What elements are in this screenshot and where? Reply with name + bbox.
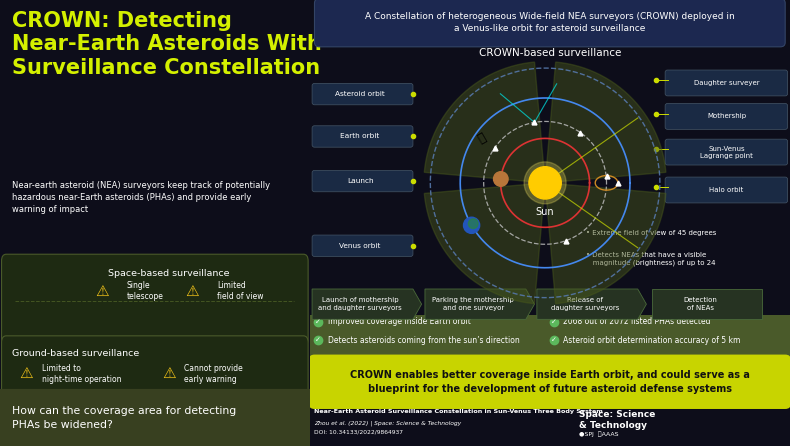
Text: ⚠: ⚠ <box>96 284 109 299</box>
FancyBboxPatch shape <box>2 336 308 427</box>
FancyBboxPatch shape <box>665 139 788 165</box>
Polygon shape <box>537 289 646 319</box>
Polygon shape <box>545 183 666 304</box>
Text: CROWN enables better coverage inside Earth orbit, and could serve as a
blueprint: CROWN enables better coverage inside Ear… <box>350 370 750 394</box>
Text: Halo orbit: Halo orbit <box>709 187 743 193</box>
FancyBboxPatch shape <box>314 0 785 47</box>
Text: ⚠: ⚠ <box>185 284 199 299</box>
Circle shape <box>468 219 478 228</box>
Text: Asteroid orbit: Asteroid orbit <box>335 91 385 97</box>
Text: Zhou et al. (2022) | Space: Science & Technology: Zhou et al. (2022) | Space: Science & Te… <box>314 420 461 425</box>
Text: ✓: ✓ <box>315 337 322 343</box>
Text: ✓: ✓ <box>315 318 322 325</box>
Text: ✓: ✓ <box>551 337 557 343</box>
Text: Improved coverage inside Earth orbit: Improved coverage inside Earth orbit <box>328 317 471 326</box>
Text: Single
telescope: Single telescope <box>127 281 164 301</box>
Text: Limited
field of view: Limited field of view <box>216 281 263 301</box>
Text: Launch of mothership
and daughter surveyors: Launch of mothership and daughter survey… <box>318 297 402 311</box>
Text: • Detects NEAs that have a visible
   magnitude (brightness) of up to 24: • Detects NEAs that have a visible magni… <box>586 252 716 266</box>
Text: Venus orbit: Venus orbit <box>340 243 381 249</box>
FancyBboxPatch shape <box>312 83 413 105</box>
Text: Space: Science
& Technology: Space: Science & Technology <box>578 410 655 429</box>
Text: Daughter surveyer: Daughter surveyer <box>694 80 759 86</box>
FancyBboxPatch shape <box>665 177 788 203</box>
Text: DOI: 10.34133/2022/9864937: DOI: 10.34133/2022/9864937 <box>314 430 404 435</box>
FancyBboxPatch shape <box>309 355 790 409</box>
Text: Detection
of NEAs: Detection of NEAs <box>683 297 717 311</box>
Text: Parking the mothership
and one surveyor: Parking the mothership and one surveyor <box>432 297 514 311</box>
Text: ✓: ✓ <box>551 318 557 325</box>
Polygon shape <box>424 62 545 183</box>
Text: Launch: Launch <box>347 178 374 184</box>
Text: CROWN-based surveillance: CROWN-based surveillance <box>479 48 621 58</box>
Text: Mothership: Mothership <box>707 113 747 120</box>
Text: CROWN: Detecting
Near-Earth Asteroids With
Surveillance Constellation: CROWN: Detecting Near-Earth Asteroids Wi… <box>13 11 322 78</box>
Text: ⚠: ⚠ <box>162 366 175 381</box>
FancyBboxPatch shape <box>665 70 788 96</box>
Text: Detects asteroids coming from the sun’s direction: Detects asteroids coming from the sun’s … <box>328 336 520 345</box>
Text: ⚠: ⚠ <box>20 366 33 381</box>
Text: Cannot provide
early warning: Cannot provide early warning <box>184 363 243 384</box>
Polygon shape <box>312 289 422 319</box>
FancyBboxPatch shape <box>2 254 308 346</box>
Text: Sun: Sun <box>536 207 555 217</box>
Polygon shape <box>425 289 535 319</box>
Text: Earth orbit: Earth orbit <box>340 133 380 140</box>
Text: Near-Earth Asteroid Surveillance Constellation in Sun-Venus Three Body System: Near-Earth Asteroid Surveillance Constel… <box>314 409 604 414</box>
Text: Release of
daughter surveyors: Release of daughter surveyors <box>551 297 619 311</box>
Text: Near-earth asteroid (NEA) surveyors keep track of potentially
hazardous near-Ear: Near-earth asteroid (NEA) surveyors keep… <box>13 181 270 214</box>
Polygon shape <box>545 62 666 183</box>
FancyBboxPatch shape <box>310 315 790 359</box>
Text: A Constellation of heterogeneous Wide-field NEA surveyors (CROWN) deployed in
a : A Constellation of heterogeneous Wide-fi… <box>365 12 735 33</box>
Text: Space-based surveillance: Space-based surveillance <box>108 269 230 278</box>
FancyBboxPatch shape <box>0 389 313 446</box>
FancyBboxPatch shape <box>312 235 413 256</box>
Text: • Extreme field of view of 45 degrees: • Extreme field of view of 45 degrees <box>586 230 717 235</box>
Text: ●SPJ  ⓃAAAS: ●SPJ ⓃAAAS <box>578 432 618 438</box>
Polygon shape <box>653 289 762 319</box>
Text: Ground-based surveillance: Ground-based surveillance <box>13 349 140 358</box>
Circle shape <box>529 167 561 199</box>
Text: 🚀: 🚀 <box>476 131 488 146</box>
Circle shape <box>524 162 566 204</box>
FancyBboxPatch shape <box>665 103 788 129</box>
Text: 2068 out of 2072 listed PHAs detected: 2068 out of 2072 listed PHAs detected <box>563 317 711 326</box>
Text: Sun-Venus
Lagrange point: Sun-Venus Lagrange point <box>700 145 753 159</box>
Text: How can the coverage area for detecting
PHAs be widened?: How can the coverage area for detecting … <box>13 406 237 430</box>
Circle shape <box>494 172 508 186</box>
FancyBboxPatch shape <box>312 126 413 147</box>
Circle shape <box>464 217 480 233</box>
Text: Limited to
night-time operation: Limited to night-time operation <box>42 363 122 384</box>
Text: Asteroid orbit determination accuracy of 5 km: Asteroid orbit determination accuracy of… <box>563 336 741 345</box>
FancyBboxPatch shape <box>312 170 413 192</box>
Polygon shape <box>424 183 545 304</box>
